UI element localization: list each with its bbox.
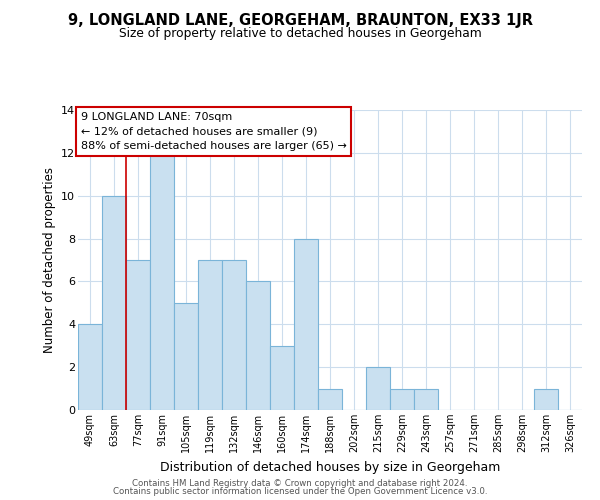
Text: 9, LONGLAND LANE, GEORGEHAM, BRAUNTON, EX33 1JR: 9, LONGLAND LANE, GEORGEHAM, BRAUNTON, E… <box>67 12 533 28</box>
Bar <box>534 388 558 410</box>
Bar <box>126 260 150 410</box>
Bar <box>294 238 318 410</box>
Bar <box>390 388 414 410</box>
Bar <box>246 282 270 410</box>
Text: Contains HM Land Registry data © Crown copyright and database right 2024.: Contains HM Land Registry data © Crown c… <box>132 478 468 488</box>
Text: 9 LONGLAND LANE: 70sqm
← 12% of detached houses are smaller (9)
88% of semi-deta: 9 LONGLAND LANE: 70sqm ← 12% of detached… <box>80 112 346 151</box>
Bar <box>318 388 342 410</box>
Text: Contains public sector information licensed under the Open Government Licence v3: Contains public sector information licen… <box>113 487 487 496</box>
Bar <box>366 367 390 410</box>
Bar <box>198 260 222 410</box>
Bar <box>150 153 174 410</box>
Bar <box>222 260 246 410</box>
Bar <box>414 388 438 410</box>
Bar <box>102 196 126 410</box>
Y-axis label: Number of detached properties: Number of detached properties <box>43 167 56 353</box>
Bar <box>78 324 102 410</box>
Bar <box>174 303 198 410</box>
Bar <box>270 346 294 410</box>
X-axis label: Distribution of detached houses by size in Georgeham: Distribution of detached houses by size … <box>160 460 500 473</box>
Text: Size of property relative to detached houses in Georgeham: Size of property relative to detached ho… <box>119 28 481 40</box>
